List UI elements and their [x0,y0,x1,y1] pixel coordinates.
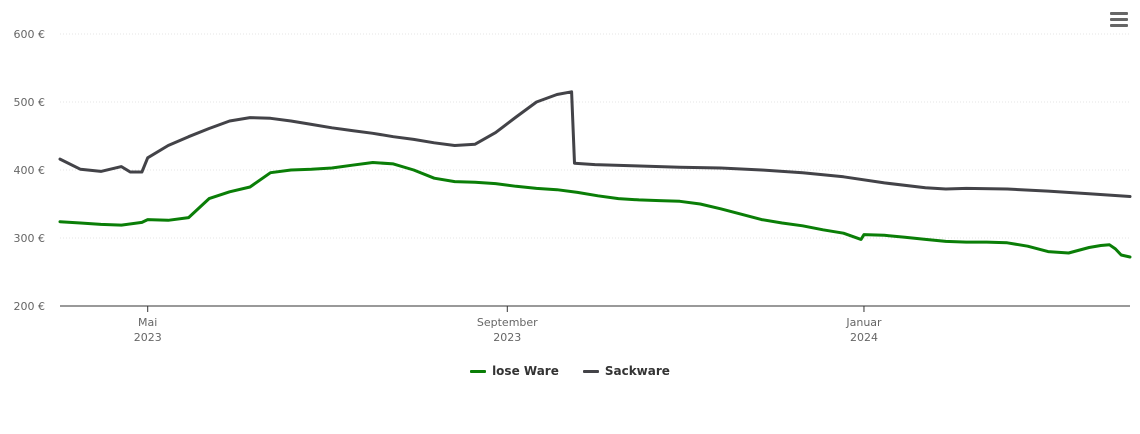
y-axis-tick-labels: 200 € 300 € 400 € 500 € 600 € [14,28,46,313]
x-axis-ticks: Mai 2023 September 2023 Januar 2024 [134,306,882,344]
y-tick-label: 400 € [14,164,46,177]
y-tick-label: 200 € [14,300,46,313]
legend-label-lose-ware: lose Ware [492,364,559,378]
x-tick-label: Januar [845,316,882,329]
legend: lose Ware Sackware [0,364,1140,378]
series-line-sackware[interactable] [58,90,1132,198]
legend-label-sackware: Sackware [604,364,670,378]
series-line-lose-ware[interactable] [58,161,1132,259]
y-gridlines [60,33,1130,239]
legend-item-lose-ware[interactable]: lose Ware [470,364,559,378]
y-tick-label: 500 € [14,96,46,109]
x-tick-label: 2024 [850,331,878,344]
x-tick-label: September [477,316,538,329]
legend-swatch-sackware [582,369,599,373]
x-tick-label: 2023 [134,331,162,344]
y-tick-label: 600 € [14,28,46,41]
legend-swatch-lose-ware [470,369,487,373]
x-tick-label: 2023 [493,331,521,344]
x-tick-label: Mai [138,316,157,329]
y-tick-label: 300 € [14,232,46,245]
series-lines [58,90,1132,259]
legend-item-sackware[interactable]: Sackware [582,364,670,378]
hamburger-menu-icon[interactable] [1108,12,1130,32]
